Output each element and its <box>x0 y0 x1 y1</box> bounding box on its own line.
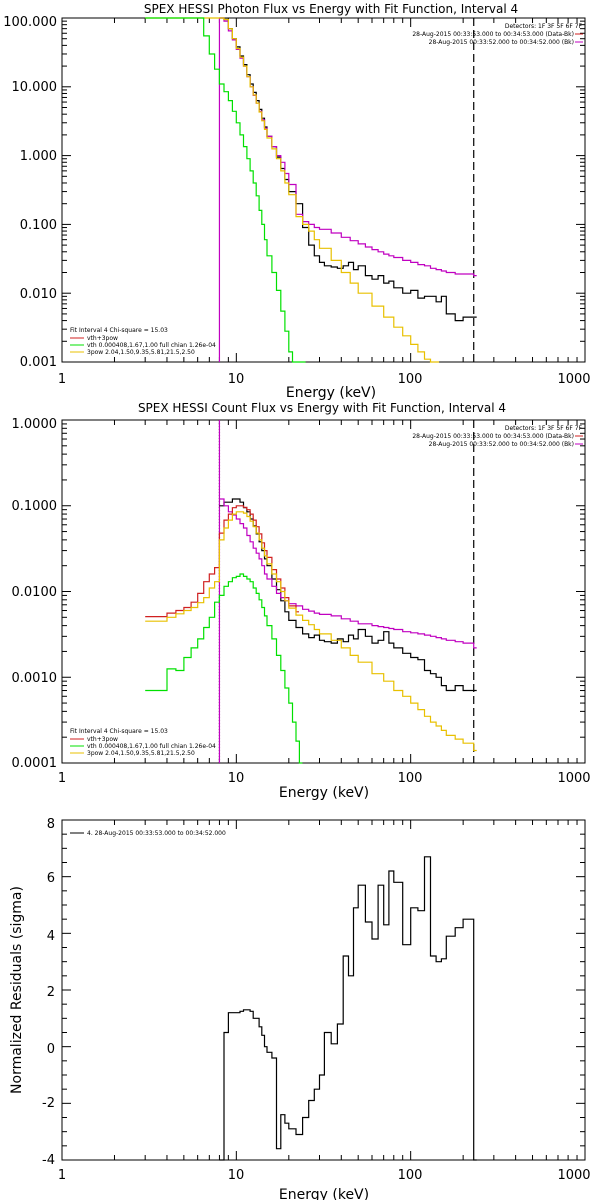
x-tick-label: 10 <box>228 771 245 786</box>
chart-title: SPEX HESSI Count Flux vs Energy with Fit… <box>138 401 506 415</box>
x-axis-label: Energy (keV) <box>279 785 369 801</box>
legend-entry: vth+3pow <box>87 335 118 342</box>
y-tick-label: 2 <box>47 985 55 1000</box>
info-block: Detectors: 1F 3F 5F 6F 7F 28-Aug-2015 00… <box>412 23 583 46</box>
series-line <box>219 17 477 322</box>
y-tick-label: 0.0100 <box>12 585 58 600</box>
y-tick-labels: 0.001 0.010 0.100 1.000 10.000 100.000 <box>3 15 57 370</box>
info-line: Detectors: 1F 3F 5F 6F 7F <box>505 23 583 30</box>
x-tick-label: 100 <box>398 771 423 786</box>
legend-entry: vth 0.000408,1.67,1.00 full chian 1.26e-… <box>87 743 216 750</box>
series-line <box>219 498 477 649</box>
x-tick-label: 1000 <box>557 771 590 786</box>
info-line: 28-Aug-2015 00:33:52.000 to 00:34:52.000… <box>429 39 574 46</box>
y-tick-label: 0.001 <box>20 355 57 370</box>
series-line <box>219 856 477 1161</box>
x-tick-label: 1 <box>58 1168 66 1183</box>
legend: Fit Interval 4 Chi-square = 15.03 vth+3p… <box>70 728 216 757</box>
series-group <box>219 856 477 1161</box>
x-axis-label: Energy (keV) <box>279 1187 369 1200</box>
y-tick-labels: -4 -2 0 2 4 6 8 <box>42 817 55 1168</box>
y-tick-label: 8 <box>47 817 55 832</box>
chart-title: SPEX HESSI Photon Flux vs Energy with Fi… <box>144 2 518 16</box>
y-tick-label: 1.000 <box>20 149 57 164</box>
legend-entry: 4. 28-Aug-2015 00:33:53.000 to 00:34:52.… <box>87 830 226 837</box>
series-line <box>145 17 306 363</box>
legend-entry: vth+3pow <box>87 736 118 743</box>
info-line: 28-Aug-2015 00:33:52.000 to 00:34:52.000… <box>429 441 574 448</box>
y-tick-label: 0.0010 <box>12 671 58 686</box>
series-line <box>145 511 477 752</box>
info-line: 28-Aug-2015 00:33:53.000 to 00:34:53.000… <box>412 433 574 440</box>
reference-lines <box>218 18 475 362</box>
info-line: Detectors: 1F 3F 5F 6F 7F <box>505 425 583 432</box>
x-tick-labels: 1 10 100 1000 <box>58 771 591 786</box>
series-line <box>145 17 440 363</box>
x-tick-label: 100 <box>398 372 423 387</box>
x-tick-label: 1000 <box>557 1168 590 1183</box>
x-tick-labels: 1 10 100 1000 <box>58 1168 591 1183</box>
plot-frame <box>61 17 586 363</box>
y-tick-label: 1.0000 <box>12 417 58 432</box>
plot-frame <box>61 819 586 1161</box>
residuals-panel: 1 10 100 1000 -4 -2 0 2 4 6 8 Energy (ke… <box>9 817 591 1200</box>
series-group <box>145 17 477 363</box>
series-line <box>145 505 299 618</box>
axes-ticks <box>61 420 585 764</box>
x-tick-label: 1000 <box>557 372 590 387</box>
photon-flux-panel: SPEX HESSI Photon Flux vs Energy with Fi… <box>3 2 590 401</box>
legend-entry: 3pow 2.04,1.50,9.35,5.81,21.5,2.50 <box>87 349 195 356</box>
y-tick-label: 0.1000 <box>12 499 58 514</box>
legend: 4. 28-Aug-2015 00:33:53.000 to 00:34:52.… <box>70 830 226 837</box>
legend-entry: Fit Interval 4 Chi-square = 15.03 <box>70 327 168 334</box>
y-tick-label: 0 <box>47 1042 55 1057</box>
y-tick-label: -2 <box>42 1096 55 1111</box>
y-axis-label: Normalized Residuals (sigma) <box>9 886 25 1094</box>
series-line <box>145 573 303 764</box>
series-line <box>219 498 477 692</box>
series-group <box>145 498 477 764</box>
x-tick-label: 10 <box>228 372 245 387</box>
plot-frame <box>61 419 586 764</box>
axes-ticks <box>61 18 585 363</box>
legend-entry: Fit Interval 4 Chi-square = 15.03 <box>70 728 168 735</box>
info-line: 28-Aug-2015 00:33:53.000 to 00:34:53.000… <box>412 31 574 38</box>
legend-entry: vth 0.000408,1.67,1.00 full chian 1.26e-… <box>87 342 216 349</box>
x-tick-label: 1 <box>58 372 66 387</box>
x-tick-label: 10 <box>228 1168 245 1183</box>
y-tick-label: 10.000 <box>12 80 58 95</box>
count-flux-panel: SPEX HESSI Count Flux vs Energy with Fit… <box>12 401 591 801</box>
y-tick-labels: 0.0001 0.0010 0.0100 0.1000 1.0000 <box>12 417 58 771</box>
legend: Fit Interval 4 Chi-square = 15.03 vth+3p… <box>70 327 216 356</box>
y-tick-label: 0.010 <box>20 287 57 302</box>
y-tick-label: 4 <box>47 929 55 944</box>
legend-entry: 3pow 2.04,1.50,9.35,5.81,21.5,2.50 <box>87 750 195 757</box>
axes-ticks <box>61 819 585 1161</box>
y-tick-label: 0.100 <box>20 218 57 233</box>
x-tick-label: 100 <box>398 1168 423 1183</box>
y-tick-label: 100.000 <box>3 15 57 30</box>
series-line <box>219 17 477 277</box>
x-tick-label: 1 <box>58 771 66 786</box>
y-tick-label: -4 <box>42 1153 55 1168</box>
y-tick-label: 0.0001 <box>12 756 58 771</box>
y-tick-label: 6 <box>47 871 55 886</box>
x-axis-label: Energy (keV) <box>286 385 376 401</box>
reference-lines <box>218 420 475 763</box>
info-block: Detectors: 1F 3F 5F 6F 7F 28-Aug-2015 00… <box>412 425 583 448</box>
x-tick-labels: 1 10 100 1000 <box>58 372 591 387</box>
